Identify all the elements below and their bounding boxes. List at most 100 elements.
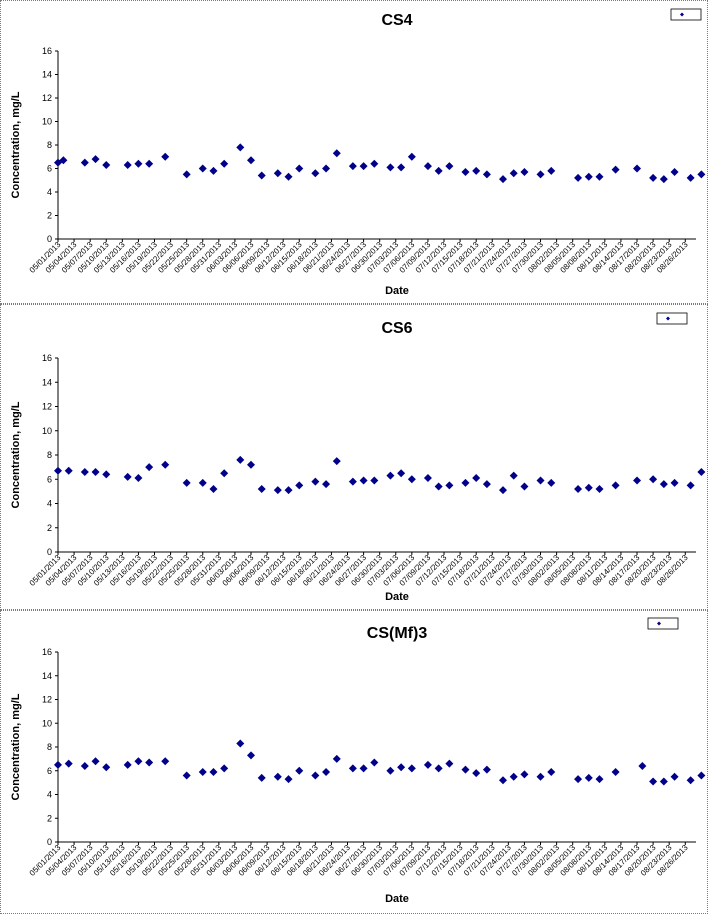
data-point — [311, 477, 320, 486]
data-point — [80, 158, 89, 167]
data-point — [472, 474, 481, 483]
data-point — [547, 767, 556, 776]
data-point — [370, 159, 379, 168]
data-point — [697, 467, 706, 476]
data-point — [649, 475, 658, 484]
data-point — [273, 486, 282, 495]
data-point — [182, 170, 191, 179]
data-point — [236, 739, 245, 748]
y-tick-label: 10 — [42, 117, 52, 127]
data-point — [659, 175, 668, 184]
y-tick-label: 4 — [47, 187, 52, 197]
data-point — [284, 172, 293, 181]
data-point — [273, 169, 282, 178]
data-point — [482, 765, 491, 774]
data-point — [595, 172, 604, 181]
data-point — [220, 159, 229, 168]
data-point — [423, 162, 432, 171]
y-tick-label: 2 — [47, 813, 52, 823]
chart-title: CS6 — [381, 320, 412, 337]
x-axis-label: Date — [385, 591, 409, 603]
data-point — [574, 173, 583, 182]
data-point — [284, 775, 293, 784]
data-point — [670, 168, 679, 177]
data-point — [498, 486, 507, 495]
data-point — [123, 160, 132, 169]
data-point — [686, 481, 695, 490]
data-point — [123, 760, 132, 769]
data-point — [472, 166, 481, 175]
data-point — [649, 173, 658, 182]
data-point — [520, 168, 529, 177]
data-point — [247, 460, 256, 469]
data-point — [434, 166, 443, 175]
data-point — [295, 164, 304, 173]
y-tick-label: 14 — [42, 70, 52, 80]
data-point — [198, 767, 207, 776]
data-point — [236, 143, 245, 152]
data-point — [445, 759, 454, 768]
data-point — [257, 171, 266, 180]
data-point — [182, 478, 191, 487]
data-point — [434, 482, 443, 491]
y-tick-label: 2 — [47, 211, 52, 221]
data-point — [102, 470, 111, 479]
data-point — [498, 175, 507, 184]
data-point — [311, 771, 320, 780]
data-point — [520, 770, 529, 779]
data-point — [633, 164, 642, 173]
x-axis-label: Date — [385, 285, 409, 297]
data-point — [59, 156, 68, 165]
legend-box — [647, 617, 679, 630]
data-point — [198, 164, 207, 173]
data-point — [445, 162, 454, 171]
y-tick-label: 8 — [47, 742, 52, 752]
chart-panel-csmf3: CS(Mf)3 0 2 4 6 8 10 12 14 16 Concentration, mg/L 0… — [0, 610, 708, 914]
data-point — [407, 475, 416, 484]
chart-title: CS4 — [381, 12, 412, 29]
legend-box — [656, 312, 688, 325]
y-tick-label: 16 — [42, 46, 52, 56]
data-point — [332, 457, 341, 466]
data-point — [247, 156, 256, 165]
data-point — [209, 484, 218, 493]
legend-marker — [657, 621, 661, 626]
data-point — [220, 764, 229, 773]
data-point — [236, 455, 245, 464]
data-point — [332, 149, 341, 158]
y-tick-label: 14 — [42, 671, 52, 681]
y-tick-label: 0 — [47, 547, 52, 557]
y-axis-label: Concentration, mg/L — [10, 693, 22, 800]
y-tick-label: 6 — [47, 164, 52, 174]
data-point — [397, 469, 406, 478]
y-axis-label: Concentration, mg/L — [10, 91, 22, 198]
data-point — [91, 467, 100, 476]
y-tick-label: 12 — [42, 695, 52, 705]
data-point — [322, 767, 331, 776]
y-tick-label: 6 — [47, 474, 52, 484]
data-point — [80, 762, 89, 770]
data-point — [284, 486, 293, 495]
data-point — [209, 166, 218, 175]
data-point — [536, 476, 545, 485]
data-point — [509, 772, 518, 781]
data-point — [423, 760, 432, 769]
data-point — [649, 777, 658, 786]
data-point — [322, 480, 331, 489]
data-point — [445, 481, 454, 490]
data-point — [595, 775, 604, 784]
data-point — [611, 767, 620, 776]
data-point — [220, 469, 229, 478]
data-point — [123, 472, 132, 481]
data-point — [257, 773, 266, 782]
legend-box — [670, 8, 702, 21]
data-point — [322, 164, 331, 173]
data-point — [584, 172, 593, 181]
data-point — [80, 467, 89, 476]
data-point — [509, 471, 518, 480]
data-point — [134, 757, 143, 766]
data-point — [332, 754, 341, 763]
data-point — [482, 480, 491, 489]
